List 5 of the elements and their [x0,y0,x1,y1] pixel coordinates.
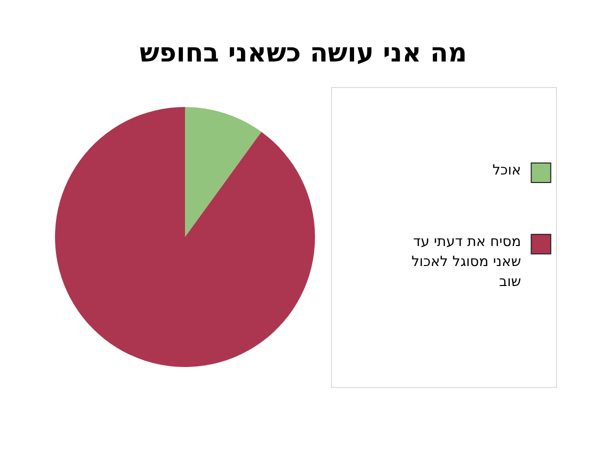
chart-title: מה אני עושה כשאני בחופש [140,38,467,68]
pie-slice [185,107,262,237]
legend-label: אוכל [492,162,521,179]
legend-label: מסיח את דעתי עד שאני מסוגל לאכול שוב [411,234,522,290]
pie-slice [55,107,315,367]
